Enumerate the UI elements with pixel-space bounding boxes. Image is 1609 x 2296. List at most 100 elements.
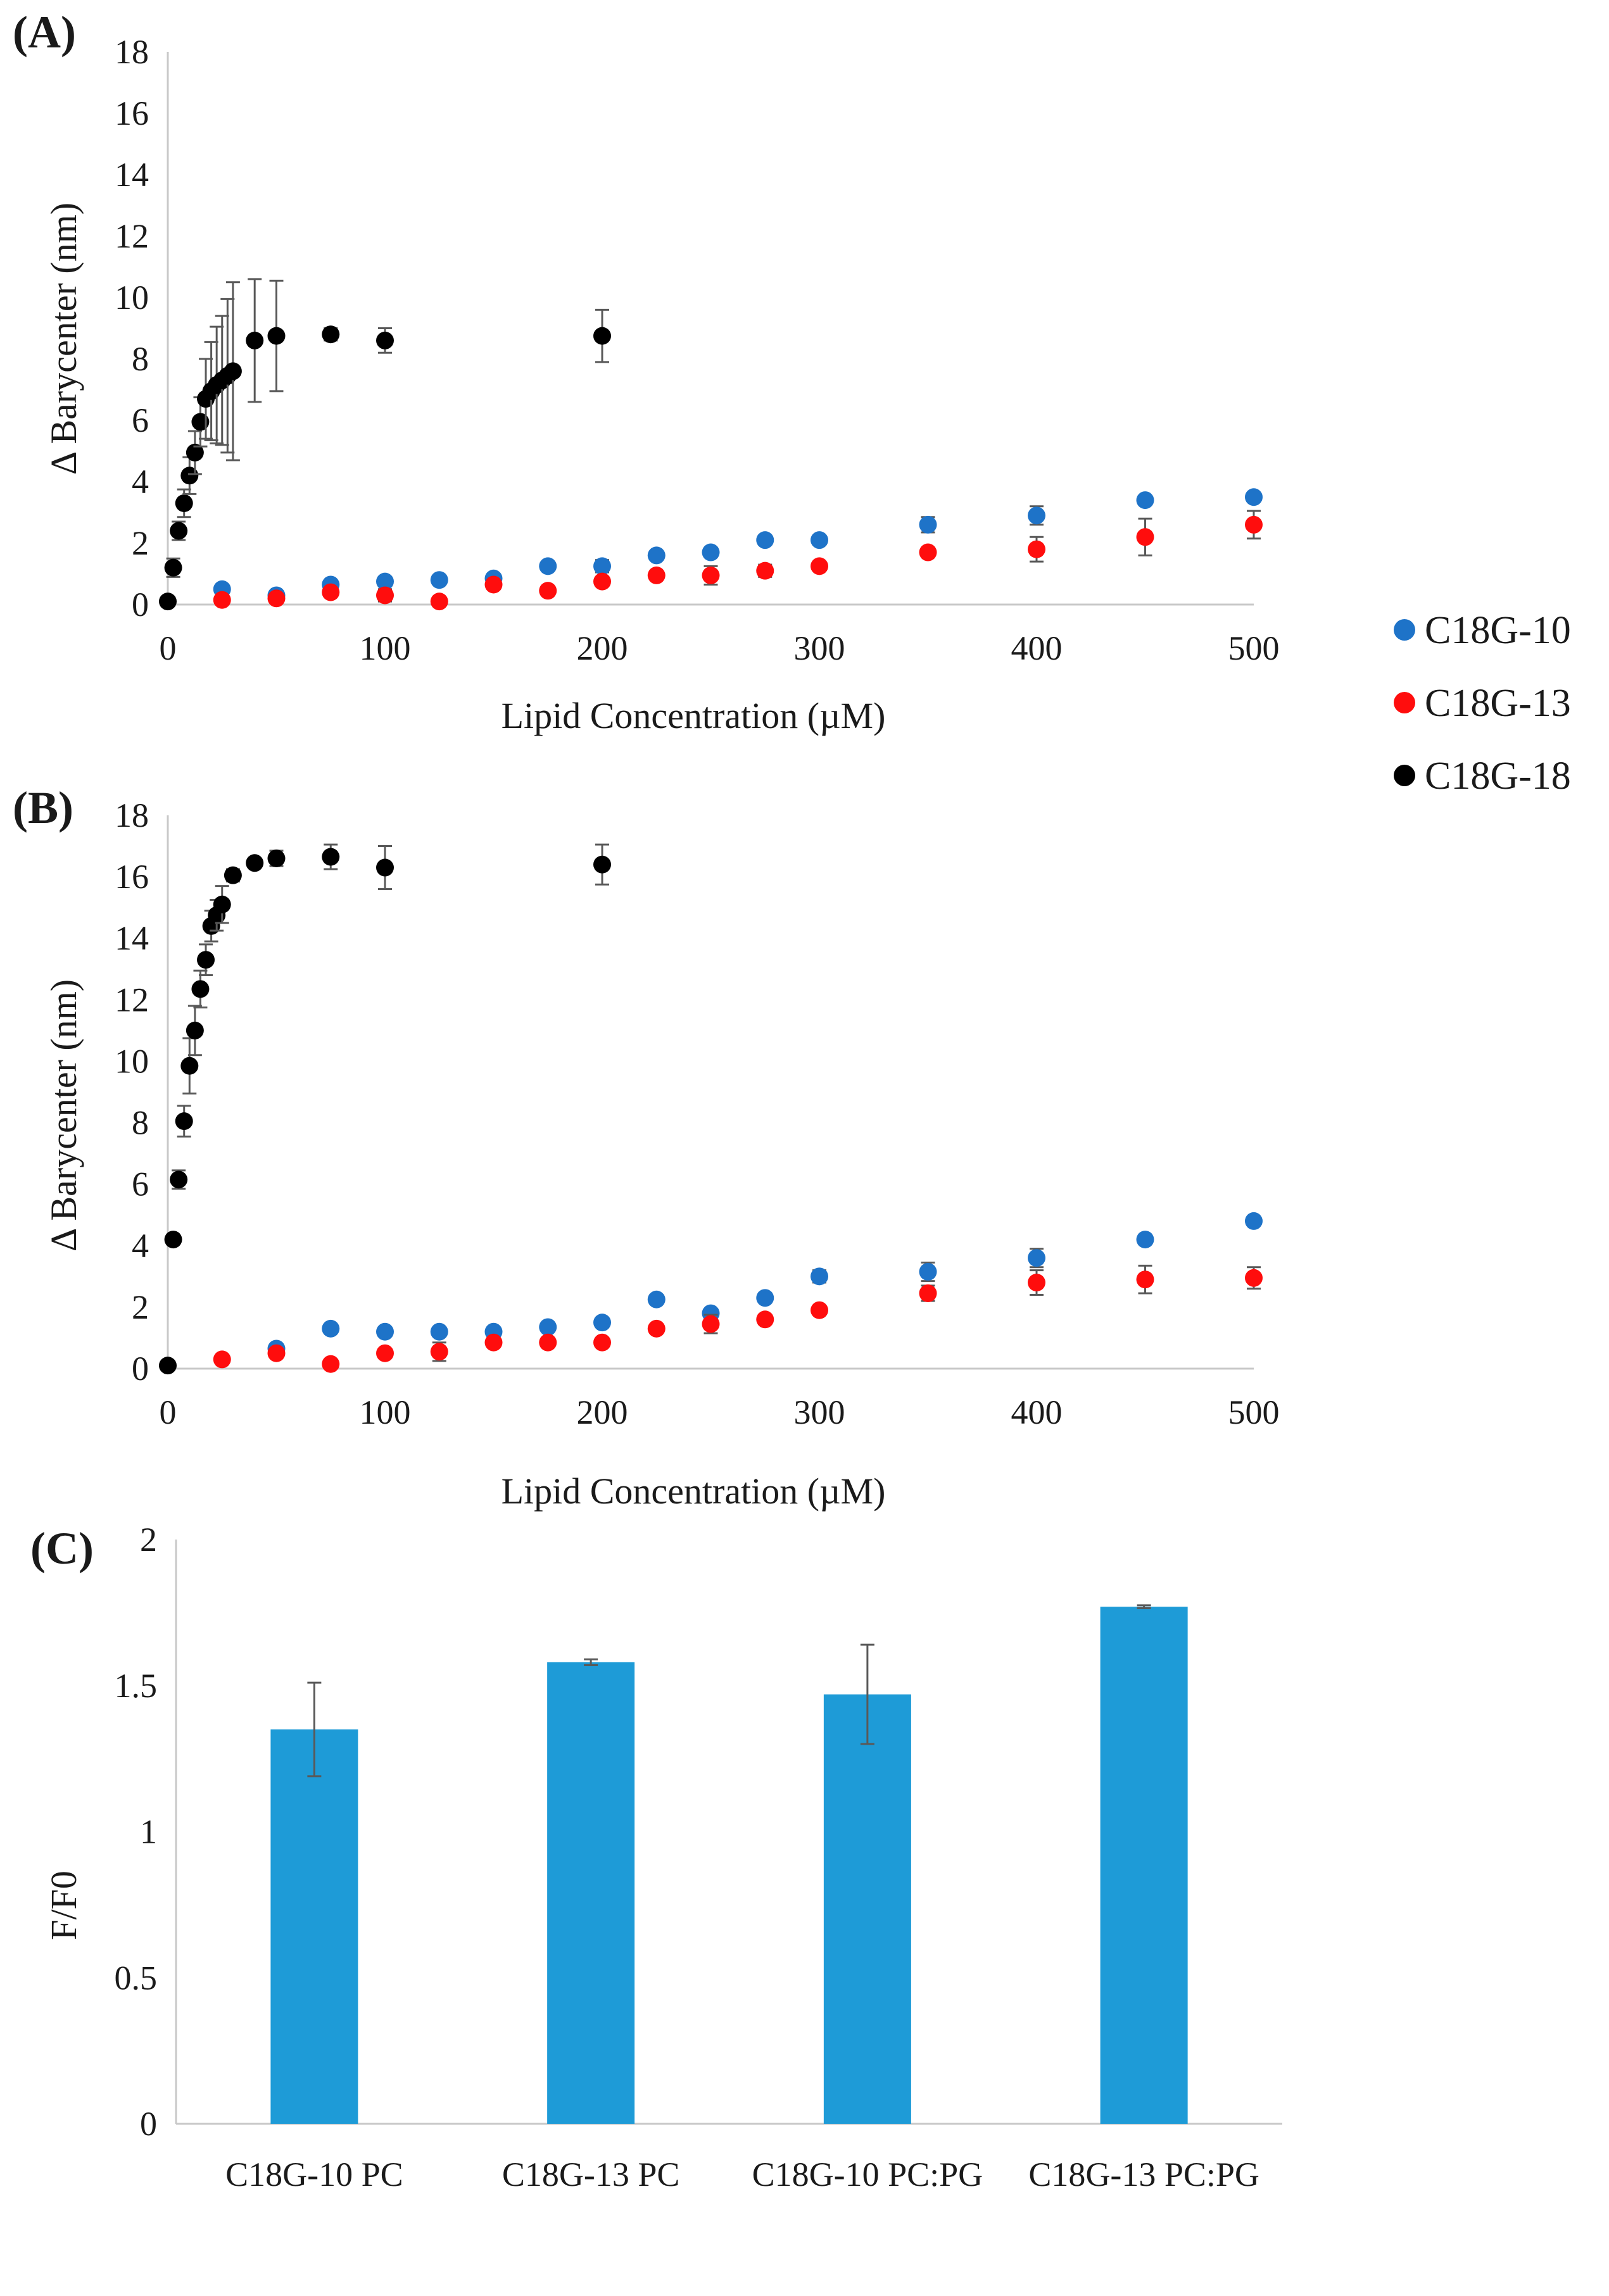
panel-b-y-tick-label: 4 [132, 1227, 149, 1265]
panel-b-c18g-10-point [376, 1322, 394, 1341]
panel-a-c18g-13-point [539, 582, 557, 600]
legend-label-c18g-10: C18G-10 [1425, 609, 1571, 652]
panel-b-c18g-18-point [322, 848, 340, 866]
panel-c-bar [270, 1729, 358, 2124]
panel-c-bar: (C) F/F0 0 0.5 1 1.5 2 C18G-10 PC C18G-13 PC C1… [30, 1521, 1282, 2193]
panel-b-y-tick-label: 12 [115, 981, 149, 1019]
panel-b-c18g-13-point [702, 1315, 720, 1333]
panel-a-c18g-10-point [811, 531, 828, 549]
panel-a-c18g-13-point [1136, 528, 1154, 546]
panel-b-c18g-10-point [593, 1314, 611, 1332]
panel-a-c18g-18-point [224, 362, 242, 380]
panel-c-bar [547, 1662, 635, 2124]
panel-a-c18g-10-point [647, 546, 666, 565]
panel-b-y-axis-title: Δ Barycenter (nm) [43, 979, 84, 1252]
panel-a-c18g-18-point [376, 331, 394, 349]
panel-b-c18g-13-point [1245, 1269, 1263, 1287]
panel-c-category-label: C18G-10 PC:PG [752, 2155, 983, 2193]
panel-a-c18g-18-point [159, 593, 177, 611]
panel-a-y-tick-label: 2 [132, 524, 149, 562]
panel-b-c18g-18-point [246, 854, 264, 872]
panel-b-c18g-10-point [1136, 1231, 1154, 1249]
panel-a-c18g-18-point [267, 327, 286, 345]
panel-c-y-axis-title: F/F0 [43, 1871, 84, 1940]
panel-c-y-tick-label: 0.5 [115, 1959, 158, 1997]
panel-b-label: (B) [13, 782, 73, 833]
panel-b-x-tick-label: 300 [794, 1393, 845, 1431]
legend-label-c18g-18: C18G-18 [1425, 755, 1571, 798]
panel-a-c18g-10-point [919, 515, 937, 534]
panel-b-c18g-10-point [756, 1289, 774, 1307]
panel-b-c18g-13-point [593, 1333, 611, 1352]
panel-a-c18g-10-point [593, 557, 611, 575]
panel-a-label: (A) [13, 7, 76, 58]
panel-a-c18g-18-point [180, 467, 199, 485]
panel-b-c18g-18-point [593, 855, 611, 874]
panel-a-c18g-13-point [593, 572, 611, 591]
panel-b-c18g-18-point [267, 849, 286, 867]
panel-a-c18g-13-point [1245, 515, 1263, 534]
panel-a-y-tick-label: 6 [132, 401, 149, 439]
panel-b-y-tick-label: 2 [132, 1288, 149, 1326]
panel-b-c18g-18-point [164, 1231, 182, 1249]
panel-a-c18g-13-point [756, 561, 774, 580]
panel-b-x-tick-label: 500 [1228, 1393, 1280, 1431]
panel-b-c18g-13-point [376, 1344, 394, 1362]
panel-b-c18g-18-point [175, 1112, 193, 1131]
panel-a-c18g-13-point [376, 586, 394, 605]
panel-a-c18g-13-point [430, 593, 448, 611]
panel-b-c18g-13-point [322, 1355, 340, 1373]
panel-a-y-tick-label: 4 [132, 463, 149, 501]
panel-b-c18g-13-point [756, 1310, 774, 1329]
panel-a-y-tick-label: 8 [132, 340, 149, 378]
legend-label-c18g-13: C18G-13 [1425, 682, 1571, 725]
panel-b-c18g-10-point [1245, 1212, 1263, 1230]
panel-b-c18g-13-point [919, 1284, 937, 1303]
panel-b-c18g-13-point [1136, 1270, 1154, 1289]
panel-b-c18g-18-point [186, 1021, 204, 1039]
panel-b-c18g-10-point [811, 1267, 828, 1286]
panel-c-y-tick-label: 1 [140, 1813, 157, 1851]
panel-b-c18g-18-point [170, 1170, 188, 1189]
panel-b-y-tick-label: 0 [132, 1350, 149, 1388]
panel-a-c18g-10-point [1245, 488, 1263, 506]
panel-b-c18g-10-point [919, 1263, 937, 1281]
panel-a-y-tick-label: 14 [115, 156, 149, 194]
panel-c-bar [1100, 1607, 1188, 2124]
panel-a-c18g-10-point [376, 572, 394, 591]
panel-b-c18g-13-point [213, 1350, 231, 1369]
panel-b-c18g-10-point [322, 1319, 340, 1338]
panel-b-c18g-10-point [647, 1290, 666, 1308]
panel-b-c18g-18-point [376, 858, 394, 877]
panel-a-x-tick-label: 0 [160, 629, 177, 667]
panel-b-x-tick-label: 200 [577, 1393, 628, 1431]
panel-a-c18g-10-point [1028, 506, 1045, 525]
panel-a-y-tick-label: 12 [115, 217, 149, 255]
panel-a-c18g-13-point [484, 575, 503, 594]
panel-b-c18g-13-point [267, 1344, 286, 1362]
panel-a-c18g-18-point [246, 331, 264, 349]
panel-a-y-tick-label: 16 [115, 94, 149, 132]
legend-marker-c18g-10 [1394, 619, 1415, 641]
panel-b-x-tick-label: 400 [1011, 1393, 1063, 1431]
panel-a-x-tick-label: 400 [1011, 629, 1063, 667]
panel-a-c18g-10-point [756, 531, 774, 549]
panel-a-x-axis-title: Lipid Concentration (µM) [502, 695, 886, 736]
panel-a-x-tick-label: 500 [1228, 629, 1280, 667]
panel-a-c18g-10-point [702, 543, 720, 561]
panel-b-c18g-10-point [1028, 1249, 1045, 1267]
panel-a-c18g-13-point [322, 583, 340, 601]
panel-c-label: (C) [30, 1523, 94, 1574]
panel-c-y-tick-label: 2 [140, 1521, 157, 1559]
panel-a-c18g-18-point [186, 443, 204, 461]
panel-b-y-tick-label: 6 [132, 1165, 149, 1203]
panel-b-x-tick-label: 0 [160, 1393, 177, 1431]
panel-c-category-label: C18G-10 PC [225, 2155, 403, 2193]
panel-a-c18g-18-point [164, 558, 182, 577]
panel-b-y-tick-label: 10 [115, 1042, 149, 1080]
panel-b-y-tick-label: 18 [115, 796, 149, 834]
panel-a-y-axis-title: Δ Barycenter (nm) [43, 203, 84, 475]
panel-b-x-axis-title: Lipid Concentration (µM) [502, 1471, 886, 1512]
panel-a-c18g-10-point [1136, 491, 1154, 510]
panel-a-c18g-13-point [919, 543, 937, 561]
